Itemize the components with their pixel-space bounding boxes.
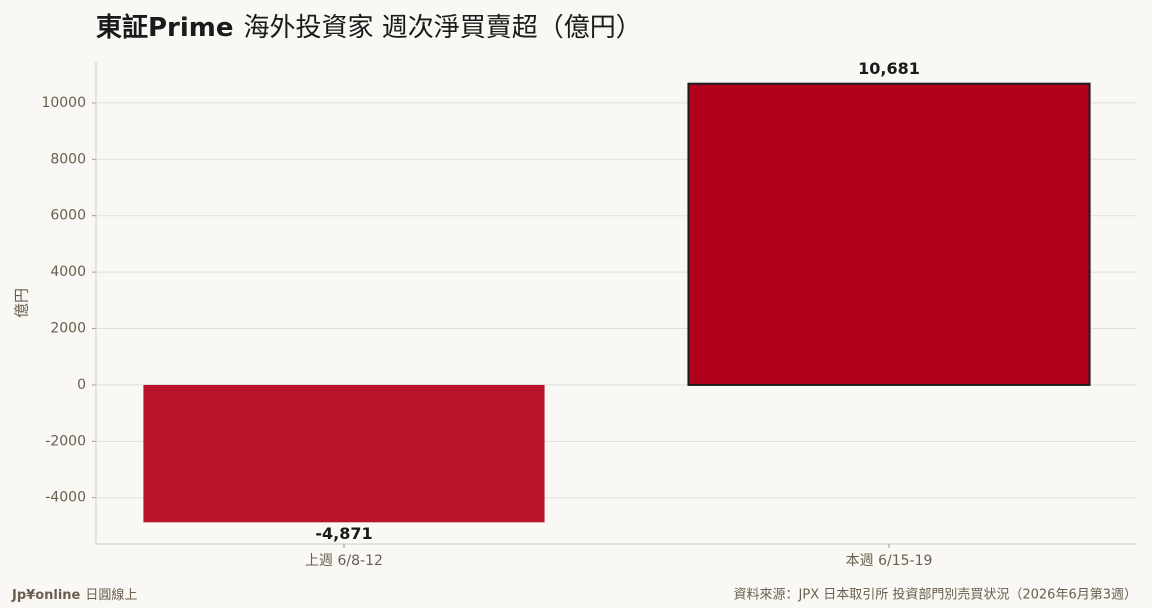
brand-name: Jp¥online: [11, 588, 81, 603]
bar: [143, 384, 545, 523]
y-tick-label: 6000: [50, 208, 86, 224]
title-text: 海外投資家 週次淨買賣超（億円）: [244, 13, 642, 43]
chart-title: 東証Prime 海外投資家 週次淨買賣超（億円）: [96, 12, 642, 43]
title-bold: 東証Prime: [96, 12, 234, 43]
brand: Jp¥online 日圓線上: [11, 587, 137, 603]
y-tick-label: 2000: [50, 321, 86, 337]
bar: [687, 82, 1091, 386]
y-tick-label: -4000: [45, 490, 86, 506]
y-tick-label: -2000: [45, 433, 86, 449]
y-tick-label: 8000: [50, 151, 86, 167]
x-tick-label: 上週 6/8-12: [305, 553, 383, 569]
data-label: -4,871: [315, 524, 372, 543]
y-axis-label: 億円: [13, 288, 31, 318]
x-tick-label: 本週 6/15-19: [846, 553, 933, 569]
y-tick-label: 10000: [41, 95, 86, 111]
data-label: 10,681: [858, 59, 920, 78]
source: 資料來源：JPX 日本取引所 投資部門別売買状況（2026年6月第3週）: [734, 587, 1137, 603]
y-tick-label: 0: [77, 377, 86, 393]
brand-sub: 日圓線上: [85, 587, 137, 603]
y-tick-label: 4000: [50, 264, 86, 280]
